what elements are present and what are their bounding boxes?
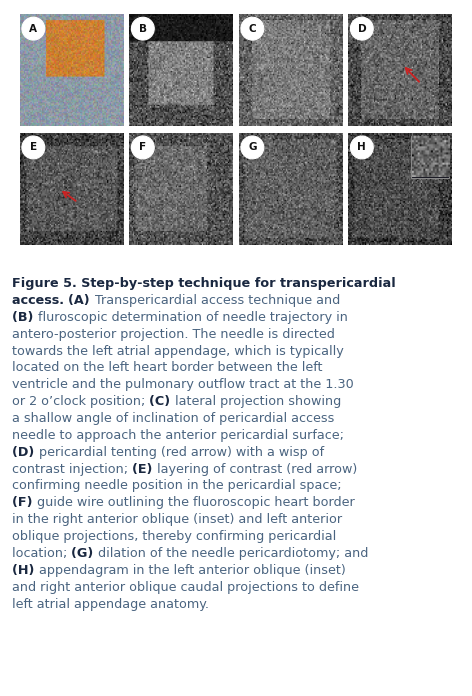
Text: F: F xyxy=(139,143,146,152)
Ellipse shape xyxy=(350,17,373,40)
Text: C: C xyxy=(249,24,256,33)
Text: ventricle and the pulmonary outflow tract at the 1.30: ventricle and the pulmonary outflow trac… xyxy=(12,379,354,391)
Ellipse shape xyxy=(131,136,154,159)
Ellipse shape xyxy=(22,17,45,40)
Text: layering of contrast (red arrow): layering of contrast (red arrow) xyxy=(157,463,357,475)
Text: fluroscopic determination of needle trajectory in: fluroscopic determination of needle traj… xyxy=(38,311,348,324)
Text: Figure 5. Step-by-step technique for transpericardial: Figure 5. Step-by-step technique for tra… xyxy=(12,277,396,290)
Text: A: A xyxy=(29,24,37,33)
Text: G: G xyxy=(248,143,257,152)
Ellipse shape xyxy=(22,136,45,159)
Text: (E): (E) xyxy=(132,463,157,475)
Text: appendagram in the left anterior oblique (inset): appendagram in the left anterior oblique… xyxy=(39,564,346,577)
Text: Transpericardial access technique and: Transpericardial access technique and xyxy=(94,294,340,307)
Text: (A): (A) xyxy=(68,294,94,307)
Text: contrast injection;: contrast injection; xyxy=(12,463,132,475)
Text: located on the left heart border between the left: located on the left heart border between… xyxy=(12,361,322,374)
Text: in the right anterior oblique (inset) and left anterior: in the right anterior oblique (inset) an… xyxy=(12,513,342,526)
Text: dilation of the needle pericardiotomy; and: dilation of the needle pericardiotomy; a… xyxy=(98,547,369,560)
Text: needle to approach the anterior pericardial surface;: needle to approach the anterior pericard… xyxy=(12,429,344,442)
Text: E: E xyxy=(30,143,37,152)
Text: D: D xyxy=(357,24,366,33)
Text: (H): (H) xyxy=(12,564,39,577)
Text: towards the left atrial appendage, which is typically: towards the left atrial appendage, which… xyxy=(12,345,344,358)
Text: a shallow angle of inclination of pericardial access: a shallow angle of inclination of perica… xyxy=(12,412,334,425)
Text: guide wire outlining the fluoroscopic heart border: guide wire outlining the fluoroscopic he… xyxy=(37,496,355,509)
Ellipse shape xyxy=(241,136,264,159)
Text: and right anterior oblique caudal projections to define: and right anterior oblique caudal projec… xyxy=(12,580,359,594)
Text: location;: location; xyxy=(12,547,71,560)
Ellipse shape xyxy=(241,17,264,40)
Text: lateral projection showing: lateral projection showing xyxy=(175,395,341,408)
Text: or 2 o’clock position;: or 2 o’clock position; xyxy=(12,395,149,408)
Text: left atrial appendage anatomy.: left atrial appendage anatomy. xyxy=(12,598,209,610)
Text: (D): (D) xyxy=(12,445,39,459)
Text: oblique projections, thereby confirming pericardial: oblique projections, thereby confirming … xyxy=(12,530,336,543)
Text: (C): (C) xyxy=(149,395,175,408)
Text: pericardial tenting (red arrow) with a wisp of: pericardial tenting (red arrow) with a w… xyxy=(39,445,324,459)
Text: (F): (F) xyxy=(12,496,37,509)
Text: B: B xyxy=(139,24,147,33)
Text: access.: access. xyxy=(12,294,68,307)
Ellipse shape xyxy=(131,17,154,40)
Ellipse shape xyxy=(350,136,373,159)
Text: (G): (G) xyxy=(71,547,98,560)
Bar xyxy=(411,136,449,177)
Text: H: H xyxy=(357,143,366,152)
Text: (B): (B) xyxy=(12,311,38,324)
Text: confirming needle position in the pericardial space;: confirming needle position in the perica… xyxy=(12,480,342,493)
Text: antero-posterior projection. The needle is directed: antero-posterior projection. The needle … xyxy=(12,328,335,340)
